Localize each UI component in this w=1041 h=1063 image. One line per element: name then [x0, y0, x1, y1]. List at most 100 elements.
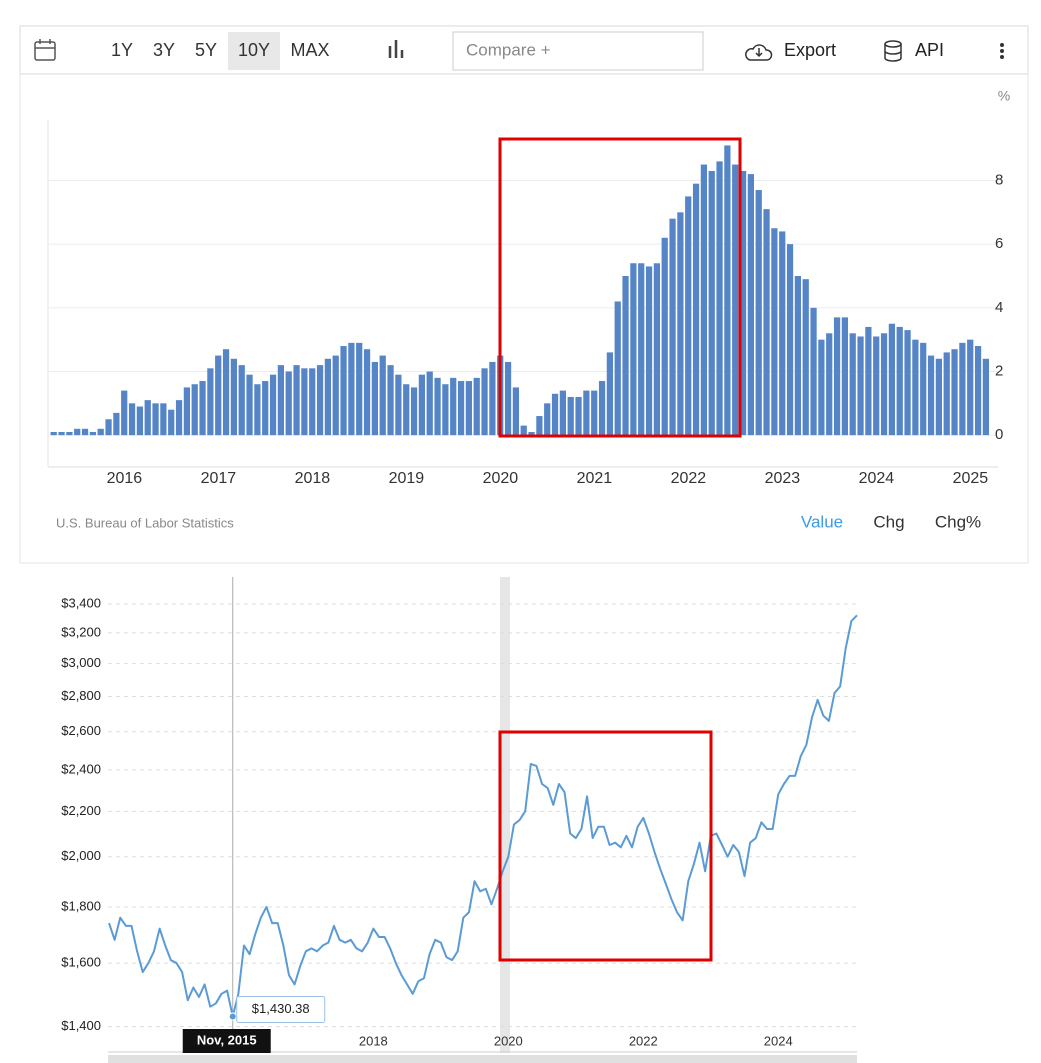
bar	[410, 387, 418, 436]
view-button[interactable]: Chg%	[935, 512, 981, 531]
range-button[interactable]: 5Y	[195, 40, 217, 60]
bar	[269, 374, 277, 436]
bar	[959, 342, 966, 436]
bar	[951, 349, 958, 436]
calendar-icon[interactable]	[34, 39, 56, 61]
bar	[551, 393, 559, 436]
bar	[685, 196, 692, 436]
bar	[669, 218, 676, 436]
bar	[810, 307, 817, 436]
bar	[442, 384, 449, 436]
bar	[293, 365, 300, 436]
range-button[interactable]: 3Y	[153, 40, 175, 60]
y-tick-label: $2,600	[61, 723, 101, 738]
export-icon[interactable]	[745, 44, 773, 61]
view-button[interactable]: Value	[801, 512, 843, 531]
bar	[857, 336, 864, 436]
api-icon[interactable]	[884, 40, 902, 62]
bar	[575, 396, 582, 436]
bar	[528, 431, 535, 436]
api-button[interactable]: API	[915, 40, 944, 60]
x-tick-label: 2020	[494, 1033, 523, 1048]
bar	[230, 358, 237, 436]
range-button[interactable]: 1Y	[111, 40, 133, 60]
bar	[802, 279, 809, 436]
plots: 0 2 4 6 8 2016 2017 2018 2019 2020 2021 2022 2023 202…	[48, 145, 1003, 1053]
bar	[277, 365, 284, 436]
y-tick-label: $3,200	[61, 624, 101, 639]
y-tick-label: $3,400	[61, 595, 101, 610]
top-panel	[19, 25, 1029, 564]
bar	[865, 326, 872, 436]
bar	[912, 339, 919, 436]
unit-label: %	[998, 88, 1010, 104]
compare-input[interactable]	[452, 31, 704, 71]
bar	[97, 428, 104, 436]
x-tick-label: 2020	[483, 470, 519, 487]
bar	[81, 428, 89, 436]
bar	[465, 381, 472, 436]
bar	[144, 400, 151, 436]
bar	[457, 381, 465, 436]
more-menu[interactable]	[1000, 43, 1004, 59]
bar	[183, 387, 190, 436]
bar	[215, 355, 222, 436]
bar	[301, 368, 308, 436]
bar	[504, 361, 512, 436]
x-tick-label: 2022	[629, 1033, 658, 1048]
bar	[199, 381, 206, 436]
chart-type-icon[interactable]	[388, 40, 404, 58]
recession-band	[500, 577, 510, 1053]
bar	[481, 368, 488, 436]
bar	[152, 403, 159, 436]
bar	[630, 263, 637, 436]
y-tick-label: $1,800	[61, 898, 101, 913]
bar	[363, 349, 371, 436]
x-tick-label: 2022	[671, 470, 707, 487]
y-tick-label: $2,800	[61, 688, 101, 703]
bar	[974, 346, 982, 436]
range-active-bg	[228, 32, 280, 70]
x-tooltip-label: Nov, 2015	[197, 1032, 257, 1047]
bar	[661, 237, 668, 436]
line	[108, 614, 858, 1018]
bar	[645, 266, 653, 436]
bar	[544, 403, 551, 436]
bar	[904, 330, 911, 436]
bar	[434, 377, 441, 436]
export-button[interactable]: Export	[784, 40, 836, 60]
bar	[677, 212, 684, 436]
bar	[395, 374, 402, 436]
x-tick-label: 2021	[577, 470, 613, 487]
y-tick-label: 8	[995, 171, 1003, 188]
bar	[967, 339, 974, 436]
view-button[interactable]: Chg	[873, 512, 904, 531]
bar	[473, 377, 480, 436]
point-marker	[228, 1012, 237, 1021]
bar	[747, 174, 754, 436]
bar	[591, 390, 598, 436]
x-tick-label: 2016	[107, 470, 143, 487]
range-button[interactable]: MAX	[290, 40, 329, 60]
bar	[779, 231, 786, 436]
bar	[418, 374, 425, 436]
bar	[520, 425, 527, 436]
x-tick-label: 2019	[389, 470, 425, 487]
y-tick-label: 0	[995, 426, 1003, 443]
bar	[763, 209, 770, 436]
bar	[724, 145, 731, 436]
bar	[794, 275, 801, 436]
bar	[128, 403, 136, 436]
bar	[89, 431, 96, 436]
bar	[920, 342, 927, 436]
bar	[716, 161, 723, 436]
bar	[771, 228, 778, 436]
range-button[interactable]: 10Y	[238, 40, 270, 60]
scrollbar	[108, 1055, 857, 1063]
bar	[356, 342, 363, 436]
bar	[58, 431, 65, 436]
bar	[982, 358, 989, 436]
bar	[692, 183, 700, 436]
bar	[387, 365, 394, 436]
